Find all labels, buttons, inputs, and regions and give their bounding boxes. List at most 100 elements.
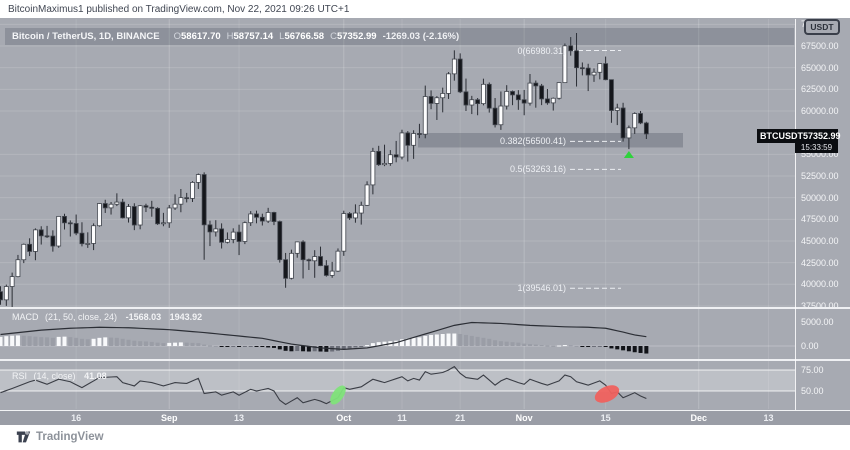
macd-name: MACD bbox=[12, 312, 39, 322]
macd-hist-bar bbox=[161, 343, 166, 347]
macd-hist-bar bbox=[597, 346, 602, 348]
tradingview-logo-icon bbox=[16, 431, 31, 443]
axis-tick-label: 42500.00 bbox=[801, 257, 839, 268]
macd-hist-bar bbox=[219, 346, 224, 348]
candle-body bbox=[353, 212, 358, 219]
macd-hist-bar bbox=[353, 346, 358, 348]
macd-hist-bar bbox=[591, 346, 596, 348]
axis-tick-label: 50000.00 bbox=[801, 192, 839, 203]
tradingview-logo[interactable]: TradingView bbox=[16, 429, 104, 444]
macd-hist-bar bbox=[213, 346, 218, 348]
macd-hist-bar bbox=[580, 346, 585, 348]
macd-hist-bar bbox=[370, 343, 375, 347]
candle-body bbox=[579, 67, 585, 70]
currency-toggle-button[interactable]: USDT bbox=[804, 19, 840, 35]
macd-hist-bar bbox=[225, 346, 230, 348]
candle-body bbox=[294, 241, 300, 254]
pane-separator-rsi[interactable] bbox=[0, 359, 850, 361]
candle-body bbox=[486, 83, 492, 109]
candle-body bbox=[201, 174, 207, 226]
buy-signal-arrow-icon bbox=[623, 151, 634, 158]
tradingview-logo-text: TradingView bbox=[36, 430, 104, 443]
candle-body bbox=[306, 259, 312, 262]
macd-hist-bar bbox=[178, 342, 183, 347]
candle-body bbox=[492, 107, 498, 126]
rsi-pane-label[interactable]: RSI (14, close) 41.08 bbox=[12, 371, 107, 381]
symbol-legend[interactable]: Bitcoin / TetherUS, 1D, BINANCE O58617.70… bbox=[12, 31, 459, 42]
price-axis[interactable]: 70000.0067500.0065000.0062500.0060000.00… bbox=[795, 19, 850, 307]
macd-hist-bar bbox=[167, 342, 172, 347]
time-axis-label: Nov bbox=[515, 413, 533, 423]
open-value: 58617.70 bbox=[181, 31, 221, 42]
publish-attribution: BitcoinMaximus1 published on TradingView… bbox=[8, 4, 350, 15]
macd-hist-bar bbox=[452, 333, 457, 347]
macd-hist-bar bbox=[463, 334, 468, 347]
candle-body bbox=[120, 201, 126, 219]
macd-hist-bar bbox=[289, 346, 294, 352]
macd-hist-bar bbox=[85, 339, 90, 347]
candle-body bbox=[614, 107, 620, 111]
macd-hist-bar bbox=[405, 338, 410, 347]
macd-hist-bar bbox=[446, 333, 451, 347]
candle-body bbox=[265, 212, 271, 222]
rsi-axis[interactable]: 75.00 50.00 bbox=[795, 361, 850, 409]
candle-body bbox=[434, 97, 440, 104]
candle-body bbox=[236, 231, 242, 242]
macd-hist-bar bbox=[562, 345, 567, 347]
macd-hist-bar bbox=[493, 340, 498, 347]
macd-hist-bar bbox=[155, 342, 160, 347]
rsi-band bbox=[0, 369, 795, 391]
time-axis-label: 21 bbox=[455, 413, 466, 423]
close-label: C bbox=[330, 31, 337, 42]
close-value: 57352.99 bbox=[336, 31, 377, 42]
bar-countdown: 15:33:59 bbox=[795, 143, 838, 153]
macd-hist-bar bbox=[522, 343, 527, 347]
candle-body bbox=[155, 207, 160, 225]
candle-body bbox=[184, 197, 190, 200]
macd-hist-bar bbox=[79, 338, 84, 347]
time-axis[interactable]: 16 Sep 13 Oct 11 21 Nov 15 Dec 13 bbox=[0, 410, 850, 425]
macd-hist-bar bbox=[359, 346, 364, 348]
macd-params: (21, 50, close, 24) bbox=[45, 312, 118, 322]
macd-hist-bar bbox=[341, 346, 346, 350]
macd-hist-bar bbox=[632, 346, 637, 353]
candle-body bbox=[166, 207, 172, 224]
macd-hist-bar bbox=[498, 341, 503, 347]
macd-axis[interactable]: 5000.00 0.00 bbox=[795, 309, 850, 359]
macd-hist-bar bbox=[114, 337, 119, 347]
candle-body bbox=[440, 93, 446, 99]
candle-body bbox=[545, 98, 550, 104]
macd-hist-bar bbox=[399, 339, 404, 347]
candle-body bbox=[643, 122, 649, 135]
candle-body bbox=[550, 97, 556, 104]
macd-hist-bar bbox=[365, 345, 370, 347]
macd-hist-bar bbox=[0, 336, 3, 347]
macd-hist-bar bbox=[91, 338, 96, 347]
candle-body bbox=[411, 133, 417, 146]
macd-hist-bar bbox=[411, 337, 416, 347]
macd-hist-bar bbox=[504, 341, 509, 347]
macd-hist-bar bbox=[644, 346, 649, 354]
pane-separator-macd[interactable] bbox=[0, 307, 850, 309]
candle-body bbox=[539, 85, 545, 100]
macd-hist-bar bbox=[4, 336, 9, 347]
candle-body bbox=[271, 212, 277, 222]
axis-tick-label: 0.00 bbox=[801, 341, 819, 351]
axis-tick-label: 37500.00 bbox=[801, 300, 839, 307]
candle-body bbox=[521, 99, 527, 104]
macd-hist-bar bbox=[10, 335, 15, 347]
candle-body bbox=[358, 204, 364, 214]
candle-body bbox=[230, 231, 236, 240]
axis-tick-label: 52500.00 bbox=[801, 170, 839, 181]
candle-body bbox=[620, 107, 626, 139]
macd-pane-label[interactable]: MACD (21, 50, close, 24) -1568.03 1943.9… bbox=[12, 312, 202, 322]
axis-tick-label: 55000.00 bbox=[801, 149, 839, 160]
candle-body bbox=[504, 91, 510, 107]
time-axis-label: 16 bbox=[71, 413, 82, 423]
candle-body bbox=[114, 201, 120, 205]
macd-hist-bar bbox=[45, 337, 50, 347]
macd-hist-bar bbox=[545, 345, 550, 347]
candle-body bbox=[21, 243, 27, 261]
candle-body bbox=[626, 127, 632, 139]
